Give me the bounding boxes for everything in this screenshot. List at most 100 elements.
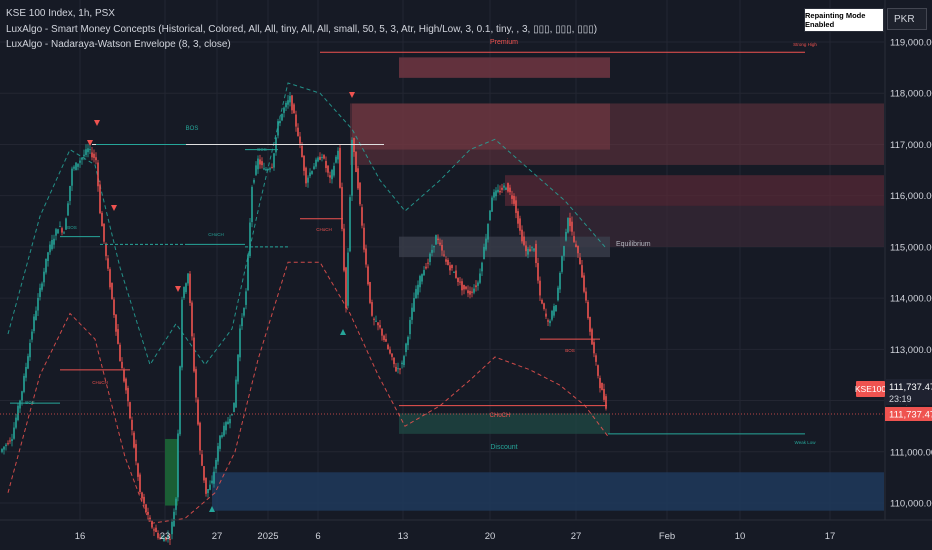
candle-body [95,157,97,161]
price-tag-value: 111,737.47 [889,382,932,393]
candle-body [585,291,587,301]
currency-button[interactable]: PKR [887,8,927,30]
candle-body [423,270,425,276]
swing-high-marker [87,140,93,146]
candle-body [185,283,187,293]
candle-body [217,446,219,462]
candle-body [203,466,205,481]
candle-body [539,280,541,296]
price-tick-label: 111,000.00 [890,447,932,458]
discount-zone [399,413,610,434]
swing-high-marker [94,120,100,126]
indicator-legend: KSE 100 Index, 1h, PSX LuxAlgo - Smart M… [6,6,597,53]
candle-body [561,256,563,272]
candle-body [549,320,551,324]
candle-body [267,169,269,171]
candle-body [265,169,267,171]
candle-body [569,218,571,227]
candle-body [397,368,399,370]
candle-body [449,265,451,271]
candle-body [485,238,487,250]
candle-body [383,335,385,341]
candle-body [39,287,41,297]
candle-body [63,232,65,234]
candle-body [321,157,323,159]
candle-body [197,399,199,425]
candle-body [225,422,227,431]
candle-body [237,354,239,382]
candle-body [457,277,459,282]
candle-body [193,337,195,372]
candle-body [183,286,185,298]
candle-body [17,405,19,420]
candle-body [529,249,531,252]
candle-body [157,532,159,538]
candle-body [127,387,129,402]
candle-body [57,229,59,234]
price-tick-label: 113,000.00 [890,345,932,356]
candle-body [565,231,567,241]
time-tick-label: 10 [735,531,746,542]
choch-label: CHoCH [490,413,511,419]
candle-body [169,538,171,540]
candle-body [439,242,441,245]
candle-body [137,463,139,477]
candle-body [435,235,437,245]
candle-body [91,152,93,158]
equilibrium-label: Equilibrium [616,241,651,248]
candle-body [177,433,179,498]
candle-body [141,492,143,499]
candle-body [377,322,379,326]
candle-body [447,259,449,266]
candle-body [279,121,281,124]
smc-indicator-label[interactable]: LuxAlgo - Smart Money Concepts (Historic… [6,23,598,35]
candle-body [71,168,73,186]
bos-label: BOS [186,126,199,132]
candle-body [519,218,521,231]
candle-body [59,226,61,228]
bos-label: BOS [67,225,77,230]
choch-label: CHoCH [316,227,332,232]
candle-body [451,264,453,269]
candle-body [83,154,85,157]
candle-body [517,211,519,224]
candle-body [47,252,49,261]
candle-body [543,303,545,309]
candle-body [351,139,353,196]
candle-body [553,306,555,316]
candle-body [131,419,133,430]
time-tick-label: 27 [571,531,582,542]
candle-body [559,273,561,290]
candle-body [229,418,231,424]
candle-body [599,377,601,389]
symbol-title: KSE 100 Index, 1h, PSX [6,8,115,19]
symbol-tag-text: KSE100 [855,384,886,394]
candle-body [431,249,433,253]
candle-body [117,329,119,344]
candle-body [337,150,339,160]
candle-body [195,369,197,398]
candle-body [505,187,507,190]
nwe-indicator-label[interactable]: LuxAlgo - Nadaraya-Watson Envelope (8, 3… [6,39,231,50]
candle-body [263,168,265,170]
candle-body [35,310,37,321]
candle-body [359,182,361,205]
candle-body [123,369,125,382]
time-tick-label: 27 [212,531,223,542]
candle-body [113,299,115,316]
candle-body [417,284,419,295]
candle-body [103,223,105,242]
candle-body [21,391,23,401]
demand-zone [212,472,884,511]
candle-body [105,243,107,257]
candle-body [121,361,123,369]
candle-body [495,190,497,197]
candle-body [313,166,315,170]
candle-body [189,273,191,303]
candle-body [219,435,221,449]
repainting-mode-button[interactable]: Repainting Mode Enabled [804,8,884,32]
price-tick-label: 115,000.00 [890,242,932,253]
candle-body [269,168,271,170]
